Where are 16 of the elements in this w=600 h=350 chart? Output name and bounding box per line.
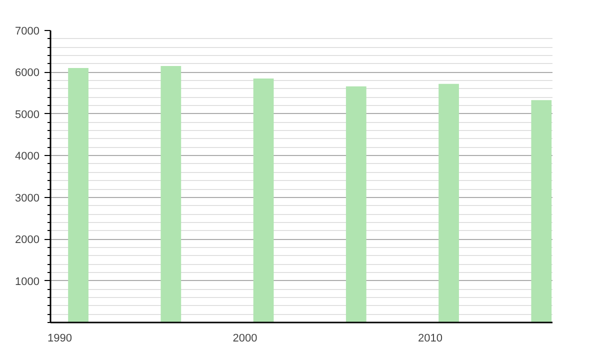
y-tick-label: 2000: [15, 234, 40, 246]
x-tick-label: 2010: [418, 332, 442, 344]
y-tick-label: 1000: [15, 276, 40, 288]
bar: [160, 66, 182, 322]
y-tick-label: 4000: [15, 150, 40, 163]
bar: [531, 100, 552, 322]
bar: [253, 78, 274, 322]
bar: [438, 84, 459, 322]
x-tick-label: 1990: [48, 332, 72, 344]
y-tick-label: 5000: [15, 108, 40, 121]
y-tick-label: 7000: [15, 26, 40, 38]
y-tick-label: 3000: [15, 192, 40, 204]
y-tick-label: 6000: [15, 67, 40, 80]
bar: [346, 86, 366, 322]
x-tick-label: 2000: [232, 332, 258, 344]
bar: [68, 68, 88, 322]
